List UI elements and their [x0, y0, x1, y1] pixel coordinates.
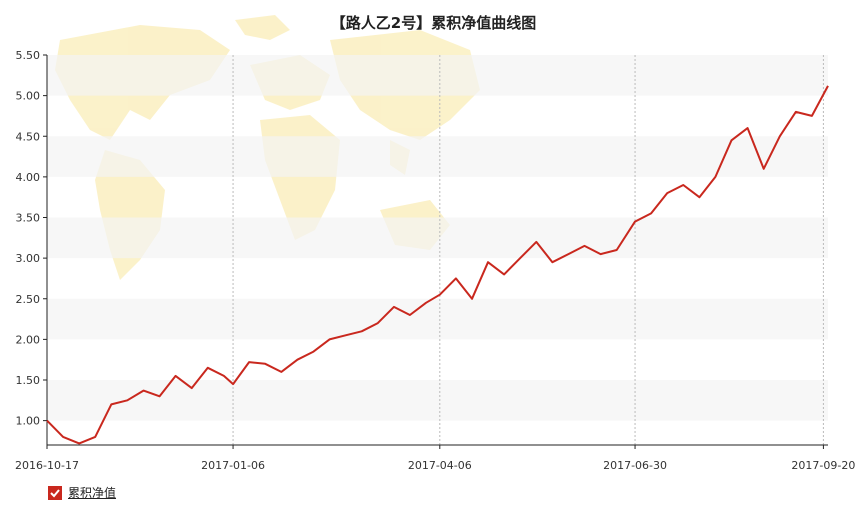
series-group — [46, 85, 829, 445]
plot-band — [47, 217, 828, 259]
plot-band — [47, 55, 828, 96]
x-tick-label: 2016-10-17 — [15, 459, 79, 472]
y-tick-label: 3.00 — [16, 252, 41, 265]
x-axis-ticks: 2016-10-17 2017-01-06 2017-04-06 2017-06-30… — [15, 445, 855, 472]
plot-band — [47, 380, 828, 421]
vertical-gridlines — [232, 55, 824, 445]
y-axis-ticks: 5.50 5.00 4.50 4.00 3.50 3.00 2.50 2.00 1.50 1.00 — [16, 49, 47, 428]
x-tick-label: 2017-01-06 — [201, 459, 265, 472]
y-tick-label: 5.50 — [16, 49, 41, 62]
chart-title: 【路人乙2号】累积净值曲线图 — [330, 14, 537, 32]
y-tick-label: 4.00 — [16, 171, 41, 184]
series-line — [46, 85, 829, 445]
y-tick-label: 1.50 — [16, 374, 41, 387]
legend[interactable]: 累积净值 — [48, 484, 116, 501]
x-tick-label: 2017-04-06 — [408, 459, 472, 472]
x-tick-label: 2017-06-30 — [603, 459, 667, 472]
y-tick-label: 2.50 — [16, 293, 41, 306]
plot-bands — [47, 55, 828, 421]
y-tick-label: 1.00 — [16, 415, 41, 428]
y-tick-label: 3.50 — [16, 212, 41, 225]
legend-label[interactable]: 累积净值 — [68, 486, 117, 500]
plot-band — [47, 298, 828, 340]
y-tick-label: 4.50 — [16, 130, 41, 143]
x-tick-label: 2017-09-20 — [791, 459, 855, 472]
y-tick-label: 5.00 — [16, 90, 41, 103]
plot-band — [47, 136, 828, 177]
legend-checkbox-icon[interactable] — [48, 485, 62, 500]
y-tick-label: 2.00 — [16, 333, 41, 346]
